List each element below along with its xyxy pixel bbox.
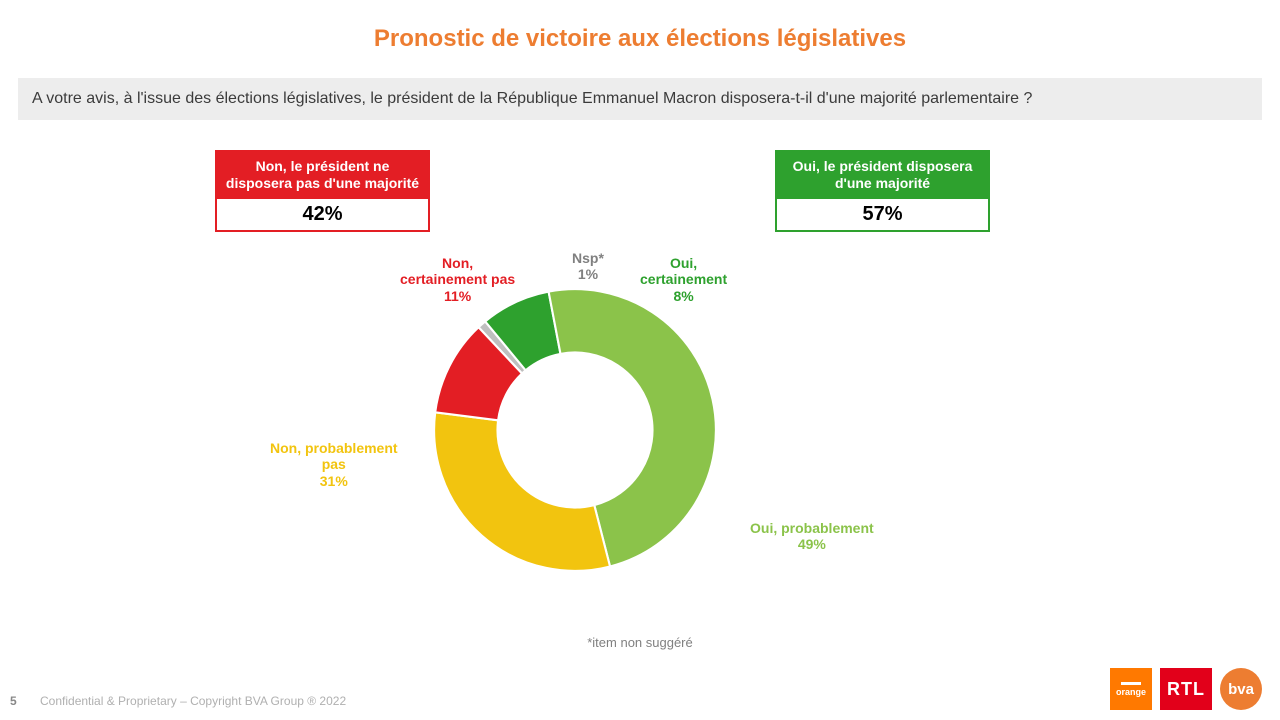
logo-bva: bva	[1220, 668, 1262, 710]
footnote: *item non suggéré	[0, 635, 1280, 650]
slice-label-oui_cert: Oui, certainement 8%	[640, 255, 727, 305]
logo-strip: orange RTL bva	[1110, 668, 1262, 710]
survey-question: A votre avis, à l'issue des élections lé…	[18, 78, 1262, 120]
slice-label-nsp: Nsp* 1%	[572, 250, 604, 284]
logo-rtl: RTL	[1160, 668, 1212, 710]
donut-chart	[420, 275, 730, 585]
summary-no-pct: 42%	[217, 199, 428, 230]
slice-label-non_prob: Non, probablement pas 31%	[270, 440, 398, 490]
donut-slice-non_prob	[434, 412, 610, 571]
logo-orange: orange	[1110, 668, 1152, 710]
logo-orange-text: orange	[1116, 687, 1146, 697]
summary-box-no: Non, le président ne disposera pas d'une…	[215, 150, 430, 232]
page-title: Pronostic de victoire aux élections légi…	[0, 0, 1280, 68]
chart-area: Non, le président ne disposera pas d'une…	[0, 120, 1280, 640]
summary-box-yes: Oui, le président disposera d'une majori…	[775, 150, 990, 232]
summary-no-label: Non, le président ne disposera pas d'une…	[217, 152, 428, 199]
page-number: 5	[10, 694, 17, 708]
summary-yes-label: Oui, le président disposera d'une majori…	[777, 152, 988, 199]
summary-yes-pct: 57%	[777, 199, 988, 230]
copyright: Confidential & Proprietary – Copyright B…	[40, 694, 346, 708]
slice-label-non_cert: Non, certainement pas 11%	[400, 255, 515, 305]
slice-label-oui_prob: Oui, probablement 49%	[750, 520, 874, 554]
